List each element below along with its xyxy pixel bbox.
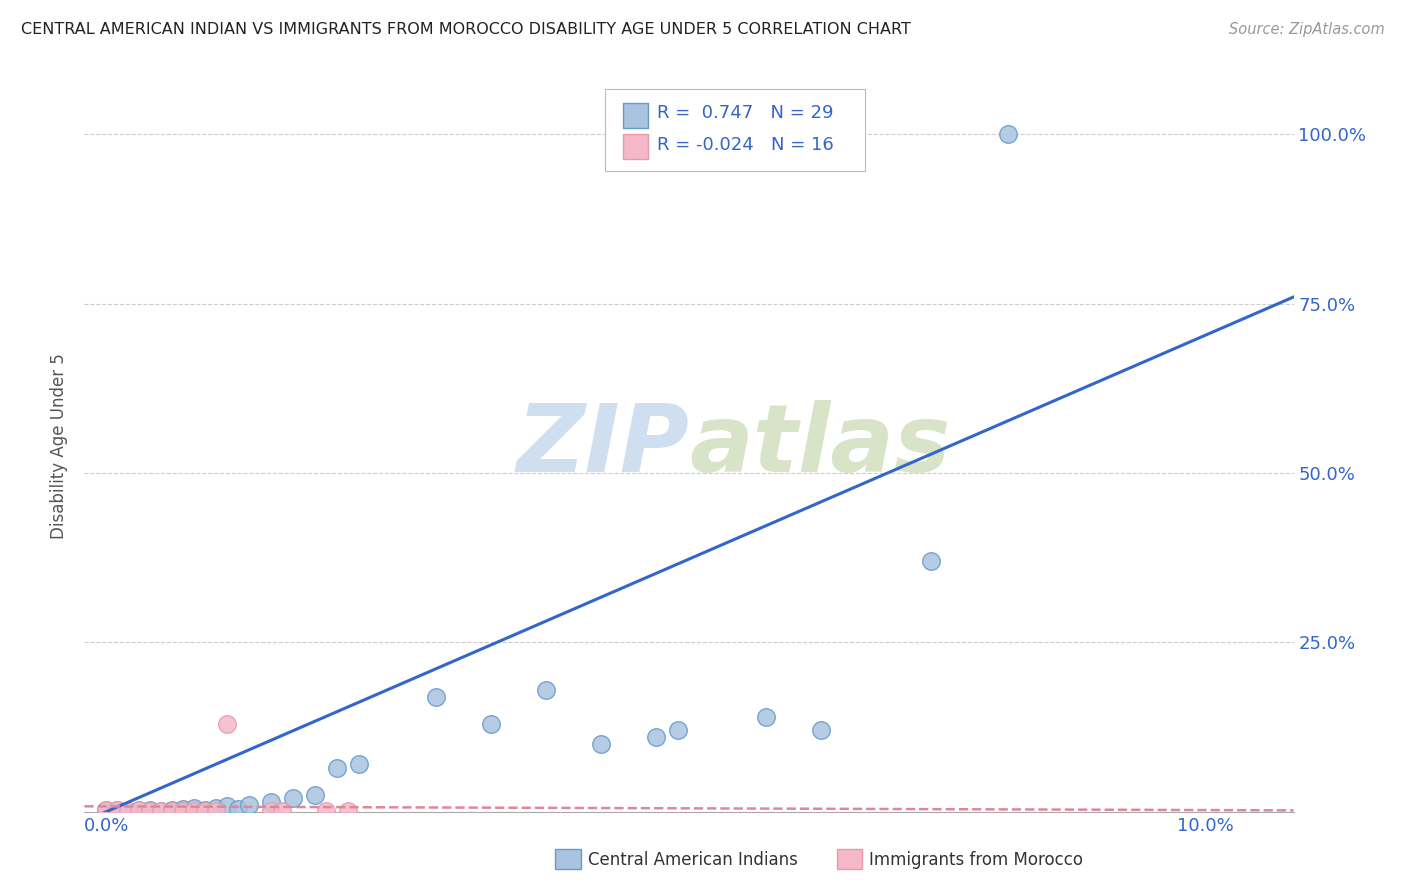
Text: Immigrants from Morocco: Immigrants from Morocco [869,851,1083,869]
Point [183,801,205,815]
Point [162,804,184,818]
Point [117,804,139,818]
Point [139,803,162,817]
Point [205,800,228,814]
Point [128,803,150,817]
Point [172,804,194,818]
Point [260,804,283,818]
Point [479,716,502,731]
Point [217,716,239,731]
Text: Central American Indians: Central American Indians [588,851,797,869]
Point [271,804,294,818]
Point [304,788,326,802]
Point [150,804,173,818]
Point [96,803,118,817]
Point [139,804,162,818]
Text: atlas: atlas [689,400,950,492]
Point [534,682,557,697]
Text: R = -0.024   N = 16: R = -0.024 N = 16 [657,136,834,154]
Point [347,757,370,772]
Point [105,803,128,817]
Point [194,803,217,817]
Point [117,804,139,818]
Point [283,791,305,805]
Point [997,128,1019,142]
Text: ZIP: ZIP [516,400,689,492]
Text: CENTRAL AMERICAN INDIAN VS IMMIGRANTS FROM MOROCCO DISABILITY AGE UNDER 5 CORREL: CENTRAL AMERICAN INDIAN VS IMMIGRANTS FR… [21,22,911,37]
Point [315,804,337,818]
Y-axis label: Disability Age Under 5: Disability Age Under 5 [51,353,69,539]
Text: R =  0.747   N = 29: R = 0.747 N = 29 [657,104,834,122]
Point [810,723,832,738]
Point [217,799,239,814]
Point [150,804,173,818]
Point [172,802,194,816]
Point [96,803,118,817]
Point [326,761,349,775]
Point [920,554,942,568]
Point [194,804,217,818]
Point [755,710,778,724]
Point [645,730,668,744]
Point [260,795,283,809]
Text: Source: ZipAtlas.com: Source: ZipAtlas.com [1229,22,1385,37]
Point [337,804,360,818]
Point [589,737,612,751]
Point [205,804,228,818]
Point [238,797,260,812]
Point [226,802,249,816]
Point [183,804,205,818]
Point [105,803,128,817]
Point [425,690,447,704]
Point [128,803,150,817]
Point [666,723,689,738]
Point [162,803,184,817]
